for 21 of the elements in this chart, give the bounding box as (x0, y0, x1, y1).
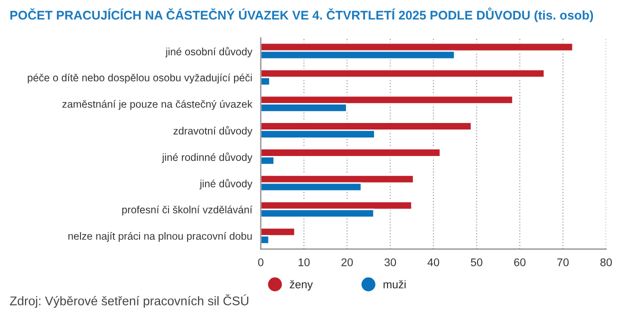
y-tick-label: jiné osobní důvody (165, 46, 252, 58)
y-tick-label: profesní či školní vzdělávání (122, 206, 252, 216)
x-tick-label: 40 (428, 258, 440, 266)
x-tick-label: 50 (470, 258, 482, 266)
x-tick-label: 70 (557, 258, 569, 266)
y-tick-label: jiné důvody (199, 178, 252, 190)
y-tick-label: zdravotní důvody (174, 126, 252, 137)
y-tick-label: jiné rodinné důvody (162, 152, 252, 164)
y-tick-label: nelze najít práci na plnou pracovní dobu (68, 232, 252, 242)
legend-label: muži (384, 280, 406, 288)
x-tick-label: 60 (514, 258, 526, 266)
x-tick-label: 0 (258, 258, 264, 266)
legend-label: ženy (290, 280, 313, 291)
text: Zdroj: Výběrové šetření pracovních sil ČSÚ (10, 294, 248, 308)
x-tick-label: 30 (384, 258, 396, 266)
x-tick-label: 20 (341, 258, 353, 266)
y-tick-label: zaměstnání je pouze na částečný úvazek (62, 100, 252, 110)
x-tick-label: 10 (298, 258, 310, 266)
chart-title: POČET PRACUJÍCÍCH NA ČÁSTEČNÝ ÚVAZEK VE 4. ČTVRTLETÍ 2025 PODLE DŮVODU (tis. osob) (10, 7, 594, 22)
y-tick-label: péče o dítě nebo dospělou osobu vyžadující péči (28, 74, 252, 84)
x-tick-label: 80 (600, 258, 612, 266)
